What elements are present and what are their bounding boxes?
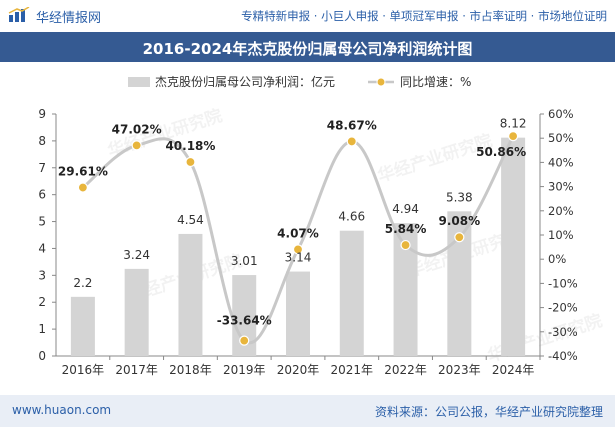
bar-value-label: 4.94 bbox=[392, 202, 419, 216]
right-tick-label: -20% bbox=[548, 301, 578, 315]
chart-title: 2016-2024年杰克股份归属母公司净利润统计图 bbox=[142, 40, 473, 58]
bar bbox=[339, 230, 364, 356]
bar-value-label: 3.24 bbox=[123, 248, 150, 262]
x-tick-label: 2019年 bbox=[223, 363, 266, 377]
right-tick-label: 20% bbox=[548, 204, 574, 218]
x-tick-label: 2021年 bbox=[331, 363, 374, 377]
x-tick-label: 2018年 bbox=[169, 363, 212, 377]
right-tick-label: -10% bbox=[548, 276, 578, 290]
bar bbox=[501, 137, 526, 356]
growth-point bbox=[185, 156, 196, 168]
legend-line-marker bbox=[376, 77, 386, 87]
left-tick-label: 8 bbox=[38, 134, 46, 148]
right-tick-label: 0% bbox=[548, 252, 566, 266]
legend-line-label: 同比增速：% bbox=[400, 75, 471, 89]
x-tick-label: 2024年 bbox=[492, 363, 535, 377]
left-tick-label: 6 bbox=[38, 188, 46, 202]
bar-value-label: 4.66 bbox=[338, 210, 365, 224]
x-tick-label: 2016年 bbox=[62, 363, 105, 377]
legend: 杰克股份归属母公司净利润：亿元 同比增速：% bbox=[128, 74, 471, 89]
profit-chart: 华经产业研究院华经产业研究院华经产业研究院华经产业研究院华经产业研究院 杰克股份… bbox=[38, 74, 604, 377]
growth-point bbox=[77, 182, 88, 193]
huajing-logo-icon bbox=[8, 7, 30, 22]
left-tick-label: 1 bbox=[38, 322, 46, 336]
x-tick-label: 2017年 bbox=[115, 363, 158, 377]
growth-value-label: 4.07% bbox=[277, 226, 319, 240]
bar-value-label: 3.01 bbox=[231, 254, 258, 268]
bar bbox=[178, 233, 203, 356]
growth-point bbox=[400, 239, 411, 251]
bar-value-label: 2.2 bbox=[73, 276, 92, 290]
growth-value-label: 9.08% bbox=[439, 214, 481, 228]
growth-point bbox=[346, 136, 357, 147]
bar-value-label: 4.54 bbox=[177, 213, 204, 227]
right-tick-label: 30% bbox=[548, 180, 574, 194]
x-tick-label: 2022年 bbox=[384, 363, 427, 377]
growth-value-label: 50.86% bbox=[476, 145, 526, 159]
brand-name[interactable]: 华经情报网 bbox=[36, 11, 102, 26]
data-labels: 2.2 3.24 4.54 3.01 3.14 4.66 4.94 5.38 8.12 29.61… bbox=[58, 117, 527, 328]
growth-value-label: 40.18% bbox=[165, 139, 215, 153]
left-tick-label: 5 bbox=[38, 215, 46, 229]
left-tick-label: 9 bbox=[38, 107, 46, 121]
growth-point bbox=[454, 232, 465, 243]
right-tick-label: 10% bbox=[548, 228, 574, 242]
top-bar: 华经情报网 专精特新申报 · 小巨人申报 · 单项冠军申报 · 市占率证明 · … bbox=[0, 0, 615, 30]
growth-point bbox=[239, 335, 250, 346]
growth-point bbox=[131, 140, 142, 151]
right-tick-label: -30% bbox=[548, 325, 578, 339]
growth-value-label: 29.61% bbox=[58, 165, 108, 179]
footer: www.huaon.com 资料来源：公司公报，华经产业研究院整理 bbox=[0, 395, 615, 427]
left-tick-label: 7 bbox=[38, 161, 46, 175]
site-link[interactable]: www.huaon.com bbox=[12, 403, 112, 417]
growth-value-label: 5.84% bbox=[385, 222, 427, 236]
bar bbox=[124, 268, 149, 356]
bar-value-label: 5.38 bbox=[446, 190, 473, 204]
source-note: 资料来源：公司公报，华经产业研究院整理 bbox=[374, 405, 603, 419]
services-nav[interactable]: 专精特新申报 · 小巨人申报 · 单项冠军申报 · 市占率证明 · 市场地位证明 bbox=[241, 9, 607, 23]
growth-value-label: 48.67% bbox=[327, 118, 377, 132]
left-tick-label: 0 bbox=[38, 349, 46, 363]
left-tick-label: 3 bbox=[38, 268, 46, 282]
bar bbox=[70, 296, 95, 356]
bar bbox=[286, 271, 310, 356]
right-tick-label: 50% bbox=[548, 131, 574, 145]
growth-point bbox=[508, 131, 519, 142]
legend-bar-swatch bbox=[128, 77, 150, 87]
x-tick-label: 2023年 bbox=[438, 363, 481, 377]
growth-line bbox=[77, 131, 519, 346]
growth-value-label: 47.02% bbox=[112, 122, 162, 136]
right-tick-label: 40% bbox=[548, 155, 574, 169]
axes: 0 1 2 3 4 5 6 7 8 9 -40% -30% -20% -10% 0% 10% 20% 30% 40%… bbox=[38, 107, 577, 377]
bars bbox=[70, 137, 526, 356]
legend-bar-label: 杰克股份归属母公司净利润：亿元 bbox=[155, 74, 335, 89]
growth-point bbox=[292, 244, 304, 255]
x-tick-label: 2020年 bbox=[277, 363, 320, 377]
growth-value-label: -33.64% bbox=[217, 314, 272, 328]
left-tick-label: 4 bbox=[38, 241, 46, 255]
bar-value-label: 3.14 bbox=[285, 251, 312, 265]
right-tick-label: -40% bbox=[548, 349, 578, 363]
title-bar: 2016-2024年杰克股份归属母公司净利润统计图 bbox=[0, 32, 615, 62]
bar-value-label: 8.12 bbox=[500, 117, 527, 131]
left-tick-label: 2 bbox=[38, 295, 46, 309]
right-tick-label: 60% bbox=[548, 107, 574, 121]
